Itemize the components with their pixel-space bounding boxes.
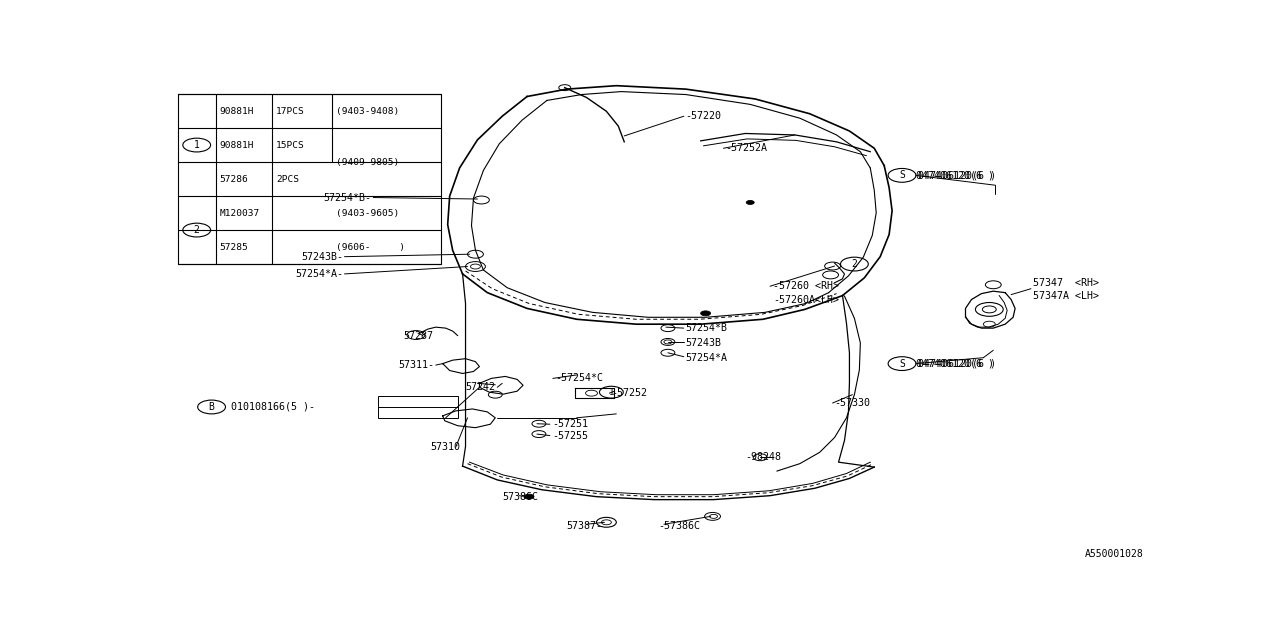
Text: 1: 1: [609, 388, 614, 397]
Circle shape: [746, 200, 754, 204]
Text: 57254*A-: 57254*A-: [296, 269, 343, 279]
Text: -57255: -57255: [552, 431, 588, 440]
Text: S: S: [899, 358, 905, 369]
Text: 57387-: 57387-: [567, 521, 603, 531]
Circle shape: [700, 311, 710, 316]
Text: 2: 2: [851, 259, 858, 269]
Circle shape: [524, 494, 534, 499]
Bar: [178, 94, 440, 264]
Text: -57252A: -57252A: [726, 143, 768, 153]
Text: 57243B: 57243B: [686, 338, 722, 348]
Text: -57220: -57220: [686, 111, 722, 121]
Text: 2PCS: 2PCS: [276, 175, 300, 184]
Text: -57252: -57252: [612, 388, 648, 398]
Text: 047406120(6 ): 047406120(6 ): [916, 170, 993, 180]
Text: 57254*B-: 57254*B-: [324, 193, 371, 202]
Text: 57286: 57286: [220, 175, 248, 184]
Text: 57347A <LH>: 57347A <LH>: [1033, 291, 1100, 301]
Text: -98248: -98248: [745, 452, 781, 462]
Text: 57242: 57242: [466, 382, 495, 392]
Bar: [379, 396, 458, 418]
Text: 57311-: 57311-: [398, 360, 434, 370]
Text: 90881H: 90881H: [220, 106, 253, 116]
Text: 2: 2: [193, 225, 200, 235]
Text: M120037: M120037: [220, 209, 260, 218]
Text: 1: 1: [193, 140, 200, 150]
Text: 57347  <RH>: 57347 <RH>: [1033, 278, 1100, 288]
Text: S: S: [899, 170, 905, 180]
Text: (9606-     ): (9606- ): [335, 243, 404, 252]
Text: B: B: [209, 402, 215, 412]
Text: 90881H: 90881H: [220, 141, 253, 150]
Text: 57243B-: 57243B-: [302, 252, 343, 262]
Text: 57285: 57285: [220, 243, 248, 252]
Text: (9409-9805): (9409-9805): [335, 157, 399, 166]
Text: 047406120(6 ): 047406120(6 ): [918, 170, 996, 180]
Text: -57260 <RH>: -57260 <RH>: [773, 281, 840, 291]
Text: 010108166(5 )-: 010108166(5 )-: [232, 402, 315, 412]
Text: A550001028: A550001028: [1085, 548, 1144, 559]
Text: (9403-9408): (9403-9408): [335, 106, 399, 116]
Text: 57254*A: 57254*A: [686, 353, 728, 363]
Text: -57260A<LH>: -57260A<LH>: [773, 294, 840, 305]
Text: 57287: 57287: [403, 330, 433, 340]
Text: 57254*B: 57254*B: [686, 323, 728, 333]
Text: 57310: 57310: [430, 442, 460, 452]
Text: 047406120(6 ): 047406120(6 ): [916, 358, 993, 369]
Text: 57386C: 57386C: [502, 492, 539, 502]
Text: -57330: -57330: [835, 398, 870, 408]
Text: -57254*C: -57254*C: [554, 373, 603, 383]
Text: -57251: -57251: [552, 419, 588, 429]
Text: 17PCS: 17PCS: [276, 106, 305, 116]
Text: 047406120(6 ): 047406120(6 ): [918, 358, 996, 369]
Text: (9403-9605): (9403-9605): [335, 209, 399, 218]
Text: 15PCS: 15PCS: [276, 141, 305, 150]
Text: -57386C: -57386C: [658, 521, 700, 531]
